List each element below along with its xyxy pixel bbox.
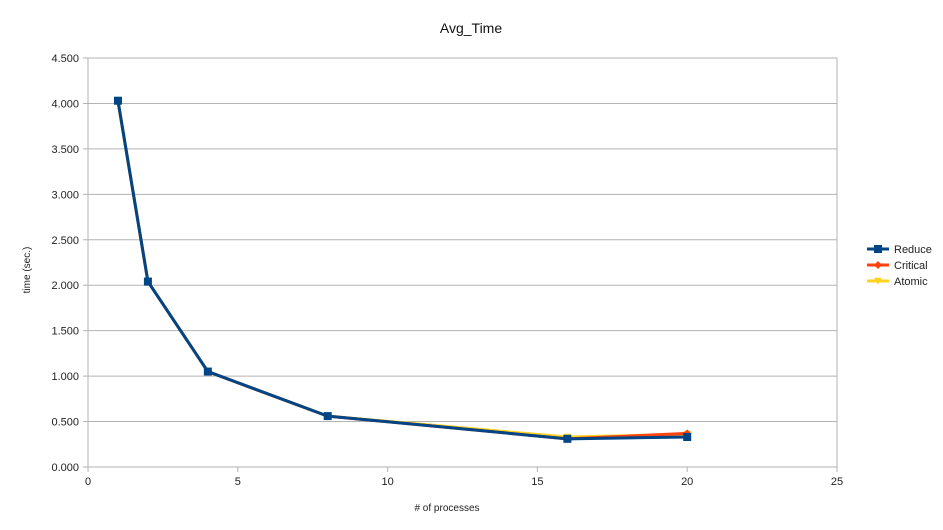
x-tick-label: 0	[85, 476, 91, 488]
gridlines	[88, 57, 837, 468]
data-point-reduce	[683, 433, 692, 442]
series-line-critical	[116, 100, 688, 441]
x-tick-label: 25	[831, 476, 843, 488]
legend-label-atomic: Atomic	[894, 276, 928, 288]
x-tick-label: 20	[681, 476, 693, 488]
y-tick-label: 1.000	[51, 371, 79, 383]
y-tick-label: 4.500	[51, 53, 79, 65]
series-reduce	[113, 96, 692, 443]
legend-item-critical: Critical	[867, 260, 928, 272]
legend: Reduce Critical Atomic	[867, 244, 932, 288]
y-tick-label: 2.500	[51, 235, 79, 247]
x-axis-title: # of processes	[414, 503, 479, 514]
data-point-reduce	[143, 277, 152, 286]
series-group	[113, 96, 692, 443]
y-tick-label: 0.000	[51, 462, 79, 474]
legend-label-critical: Critical	[894, 260, 928, 272]
legend-label-reduce: Reduce	[894, 244, 932, 256]
data-point-reduce	[323, 412, 332, 421]
legend-marker-critical	[874, 261, 882, 269]
chart-title: Avg_Time	[440, 20, 502, 36]
x-tick-label: 5	[235, 476, 241, 488]
data-point-reduce	[203, 367, 212, 376]
axes: 0.000 0.500 1.000 1.500 2.000 2.500 3.000 3.500…	[51, 53, 843, 488]
legend-marker-reduce	[874, 245, 882, 253]
series-line-atomic	[116, 100, 688, 439]
y-tick-label: 1.500	[51, 326, 79, 338]
y-tick-label: 4.000	[51, 98, 79, 110]
legend-item-atomic: Atomic	[867, 276, 928, 288]
y-tick-label: 3.500	[51, 144, 79, 156]
x-tick-label: 15	[531, 476, 543, 488]
legend-item-reduce: Reduce	[867, 244, 932, 256]
data-point-reduce	[113, 96, 122, 105]
x-tick-label: 10	[381, 476, 393, 488]
y-tick-label: 2.000	[51, 280, 79, 292]
y-tick-label: 3.000	[51, 189, 79, 201]
legend-marker-atomic	[874, 277, 882, 285]
y-tick-label: 0.500	[51, 417, 79, 429]
y-axis-title: time (sec.)	[22, 247, 33, 294]
data-point-reduce	[563, 434, 572, 443]
series-line-reduce	[116, 100, 688, 441]
